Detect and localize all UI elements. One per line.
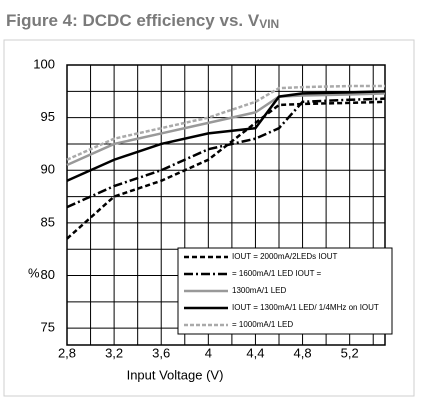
chart-title: Figure 4: DCDC efficiency vs. VVIN — [6, 11, 279, 31]
series-line — [66, 84, 385, 161]
legend-label: 1300mA/1 LED — [232, 286, 286, 295]
y-tick-label: 80 — [41, 267, 55, 282]
series-line — [66, 100, 386, 240]
y-tick-label: 90 — [41, 162, 55, 177]
title-subscript: VIN — [259, 17, 279, 31]
x-tick-label: 3,6 — [152, 345, 170, 360]
x-tick-label: 4 — [205, 345, 212, 360]
x-tick-label: 4,4 — [246, 345, 264, 360]
x-tick-label: 3,2 — [105, 345, 123, 360]
x-tick-label: 4,8 — [294, 345, 312, 360]
legend-label: IOUT = 1300mA/1 LED/ 1/4MHz on IOUT — [232, 303, 379, 312]
series-line — [66, 90, 386, 182]
frame — [3, 39, 415, 397]
legend-label: IOUT = 2000mA/2LEDs IOUT — [232, 252, 338, 261]
y-tick-label: 85 — [41, 214, 55, 229]
x-tick-label: 5,2 — [341, 345, 359, 360]
title-main: Figure 4: DCDC efficiency vs. V — [6, 11, 260, 30]
y-tick-label: 95 — [41, 109, 55, 124]
y-tick-label: 100 — [33, 56, 55, 71]
x-axis-label: Input Voltage (V) — [127, 367, 224, 382]
y-tick-label: 75 — [41, 320, 55, 335]
plot-border — [66, 64, 386, 346]
x-tick-label: 2,8 — [58, 345, 76, 360]
legend-label: = 1600mA/1 LED IOUT = — [232, 269, 322, 278]
legend-label: = 1000mA/1 LED — [232, 320, 293, 329]
series-line — [66, 92, 386, 167]
y-axis-label: % — [28, 265, 40, 280]
series-line — [66, 97, 386, 209]
